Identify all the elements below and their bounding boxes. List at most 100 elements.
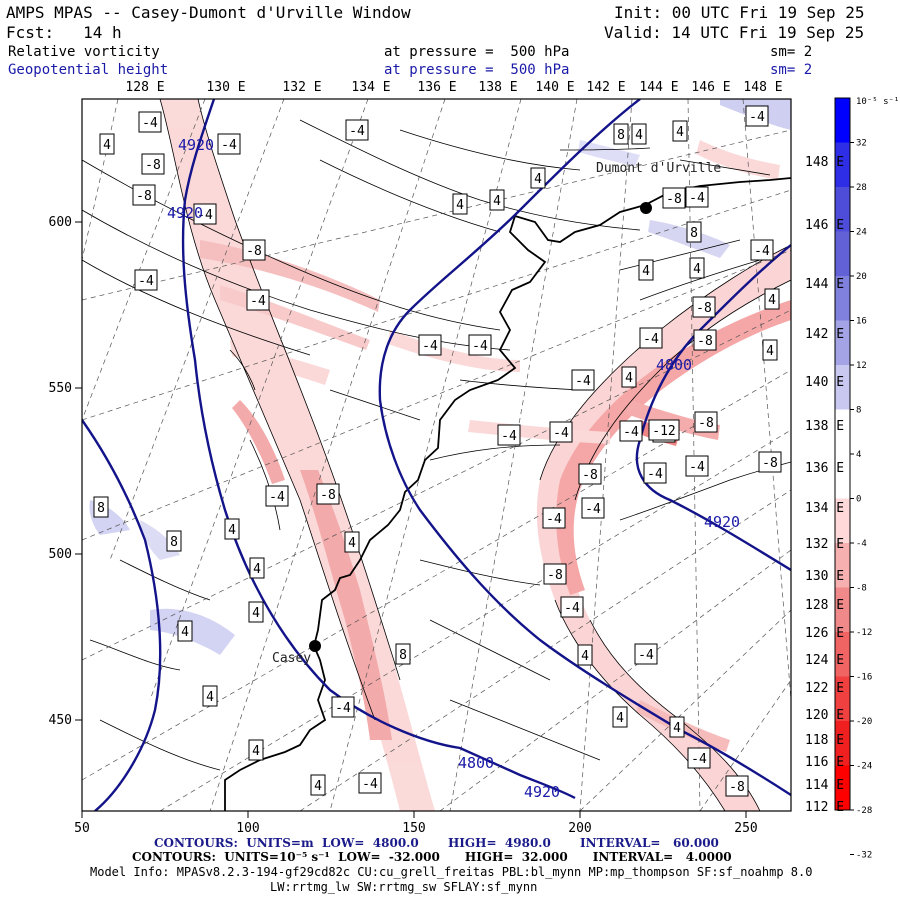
vorticity-label-text: 4 [625,371,633,386]
height-label: 4920 [704,513,740,531]
vorticity-label-text: -4 [575,374,591,389]
model-info: Model Info: MPASv8.2.3-194-gf29cd82c CU:… [90,865,813,879]
vorticity-label-text: 4 [693,262,701,277]
vorticity-label: 8 [166,530,182,552]
forecast-hour: Fcst: 14 h [6,23,122,42]
x-tick-labels: 50 100 150 200 250 [74,821,758,836]
model-info-physics: LW:rrtmg_lw SW:rrtmg_sw SFLAY:sf_mynn [270,880,538,894]
colorbar-swatch [835,142,850,187]
vorticity-label-text: -8 [729,780,745,795]
top-lon-label: 128 E [125,80,164,95]
plot-border [81,98,792,812]
right-lon-label: 140 E [805,375,844,390]
vorticity-label-text: -4 [553,426,569,441]
vorticity-label: -4 [581,497,605,519]
station-label: Casey [272,651,311,666]
top-lon-label: 132 E [282,80,321,95]
y-tick-labels: 600 550 500 450 [49,215,72,728]
vorticity-label: -4 [619,420,643,442]
vorticity-label: -8 [693,329,717,351]
vorticity-label-text: 4 [534,172,542,187]
vorticity-label-text: 4 [642,264,650,279]
vorticity-label: -4 [745,105,769,127]
vorticity-label: -4 [468,334,492,356]
top-longitude-labels: 128 E 130 E 132 E 134 E 136 E 138 E 140 E 142 E… [125,80,782,95]
vorticity-label: -4 [549,421,573,443]
right-lon-label: 146 E [805,218,844,233]
vorticity-label: -4 [358,772,382,794]
vorticity-label: -4 [265,485,289,507]
right-lon-label: 136 E [805,461,844,476]
vorticity-label-text: -4 [422,339,438,354]
axis-ticks [75,221,747,818]
colorbar-swatch [835,721,850,766]
vorticity-label-text: -8 [547,568,563,583]
vorticity-label-text: 4 [766,344,774,359]
vorticity-label: -4 [134,269,158,291]
colorbar-label: -28 [856,806,872,816]
vorticity-label-text: 4 [314,779,322,794]
vorticity-label-text: 4 [181,625,189,640]
colorbar-label: 0 [856,495,861,505]
vorticity-label-text: -8 [320,488,336,503]
vorticity-label-text: 8 [617,128,625,143]
vorticity-label: -4 [687,747,711,769]
colorbar-label: 16 [856,317,867,327]
vorticity-label-text: -4 [269,490,285,505]
vorticity-label-text: -4 [564,601,580,616]
right-lon-label: 134 E [805,501,844,516]
vorticity-label: -8 [132,184,156,206]
vorticity-label: -4 [634,643,658,665]
right-lon-label: 126 E [805,626,844,641]
vorticity-label: -4 [138,111,162,133]
vorticity-label: 4 [621,366,637,388]
field2-name: Geopotential height [8,62,169,78]
top-lon-label: 142 E [586,80,625,95]
vorticity-label: -4 [685,186,709,208]
colorbar-label: 32 [856,139,867,149]
top-lon-label: 134 E [351,80,390,95]
vorticity-label: 4 [577,644,593,666]
vorticity-label: -8 [578,463,602,485]
right-lon-label: 112 E [805,800,844,815]
colorbar-label: 4 [856,450,861,460]
height-contour-labels: 4920 4920 4800 4800 4920 4920 [167,136,740,801]
vorticity-label-text: -8 [696,301,712,316]
vorticity-label: 4 [762,339,778,361]
vorticity-label-text: -4 [142,116,158,131]
x-tick-label: 50 [74,821,90,836]
vorticity-label: -4 [418,334,442,356]
top-lon-label: 130 E [206,80,245,95]
vorticity-label-text: -4 [349,124,365,139]
vorticity-label-text: -8 [666,192,682,207]
colorbar-label: 20 [856,272,867,282]
vorticity-label: -4 [685,455,709,477]
colorbar-swatch [835,765,850,810]
colorbar-unit-label: 10⁻⁵ s⁻¹ [856,97,899,107]
vorticity-label-text: 4 [456,198,464,213]
top-lon-label: 140 E [535,80,574,95]
vorticity-label-text: 4 [493,194,501,209]
right-lon-label: 128 E [805,598,844,613]
y-tick-label: 550 [49,381,72,396]
vorticity-contour-info: CONTOURS: UNITS=10⁻⁵ s⁻¹ LOW= -32.000 HI… [132,850,732,864]
right-lon-label: 114 E [805,778,844,793]
valid-time: Valid: 14 UTC Fri 19 Sep 25 [604,23,865,42]
vorticity-label-text: 4 [676,125,684,140]
vorticity-label: -4 [331,696,355,718]
vorticity-contours [82,99,791,811]
colorbar-label: -20 [856,717,872,727]
vorticity-label-text: 4 [228,523,236,538]
colorbar-swatch [835,454,850,499]
vorticity-label: -4 [217,133,241,155]
vorticity-label: 4 [672,120,688,142]
map-title: AMPS MPAS -- Casey-Dumont d'Urville Wind… [6,3,411,22]
coastline [224,177,791,811]
right-lon-label: 116 E [805,755,844,770]
vorticity-label: 4 [764,288,780,310]
vorticity-label: 4 [530,167,546,189]
vorticity-label-text: -4 [250,294,266,309]
lat-lon-grid [82,99,791,811]
field1-smoothing: sm= 2 [770,44,813,60]
